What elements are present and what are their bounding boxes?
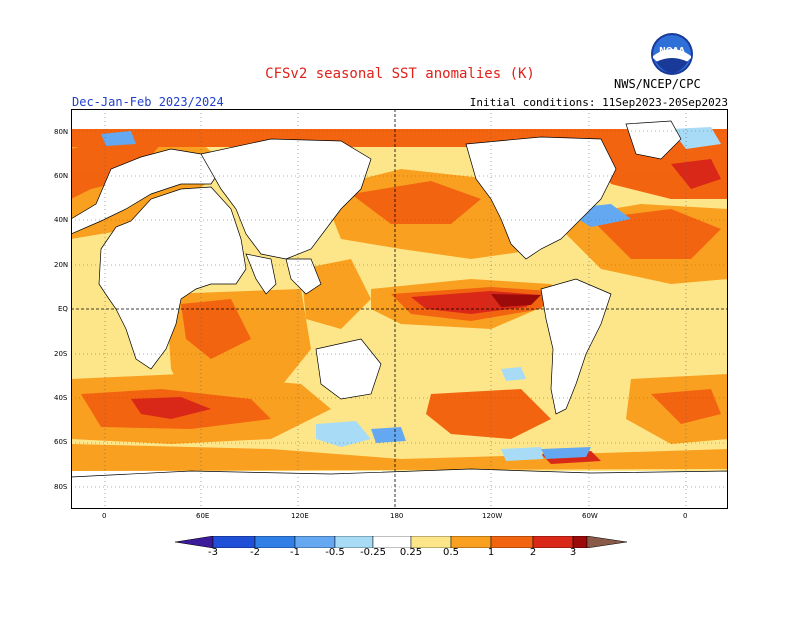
logo-text: NOAA (659, 46, 685, 55)
legend-label: -3 (208, 547, 218, 558)
reference-lines (71, 109, 728, 509)
lat-label: 20N (54, 261, 69, 269)
lat-label: 40N (54, 216, 69, 224)
organization-label: NWS/NCEP/CPC (614, 77, 701, 91)
map-title: CFSv2 seasonal SST anomalies (K) (265, 66, 535, 82)
legend-label: 1 (487, 547, 495, 558)
legend-label: -0.25 (360, 547, 386, 558)
forecast-period: Dec-Jan-Feb 2023/2024 (72, 95, 224, 109)
lat-label: 60N (54, 172, 69, 180)
lat-label: 80N (54, 128, 69, 136)
legend-label: 0.25 (399, 547, 423, 558)
lat-label: 40S (54, 394, 68, 402)
lat-label: 80S (54, 483, 68, 491)
initial-conditions: Initial conditions: 11Sep2023-20Sep2023 (469, 96, 728, 109)
legend-label: 2 (529, 547, 537, 558)
lon-label: 0 (102, 512, 107, 520)
legend-swatch (586, 536, 627, 548)
lon-label: 120W (482, 512, 503, 520)
continents (71, 120, 728, 509)
legend-swatch (254, 536, 296, 548)
legend-label: -0.5 (325, 547, 345, 558)
lon-label: 60W (582, 512, 598, 520)
legend-label: 0.5 (443, 547, 459, 558)
lon-label: 0 (683, 512, 688, 520)
lon-label: 60E (196, 512, 210, 520)
legend-swatch (532, 536, 574, 548)
lat-label: 20S (54, 350, 68, 358)
legend-label: -1 (290, 547, 300, 558)
lat-label: EQ (58, 305, 68, 313)
legend-label: 3 (569, 547, 577, 558)
lat-label: 60S (54, 438, 68, 446)
noaa-logo-icon: NOAA (651, 33, 693, 75)
legend-swatch (490, 536, 534, 548)
lon-label: 120E (291, 512, 309, 520)
lon-label: 180 (390, 512, 404, 520)
legend-swatch (212, 536, 256, 548)
sst-anomaly-map (71, 109, 728, 509)
legend-label: -2 (250, 547, 260, 558)
color-legend (175, 536, 627, 548)
